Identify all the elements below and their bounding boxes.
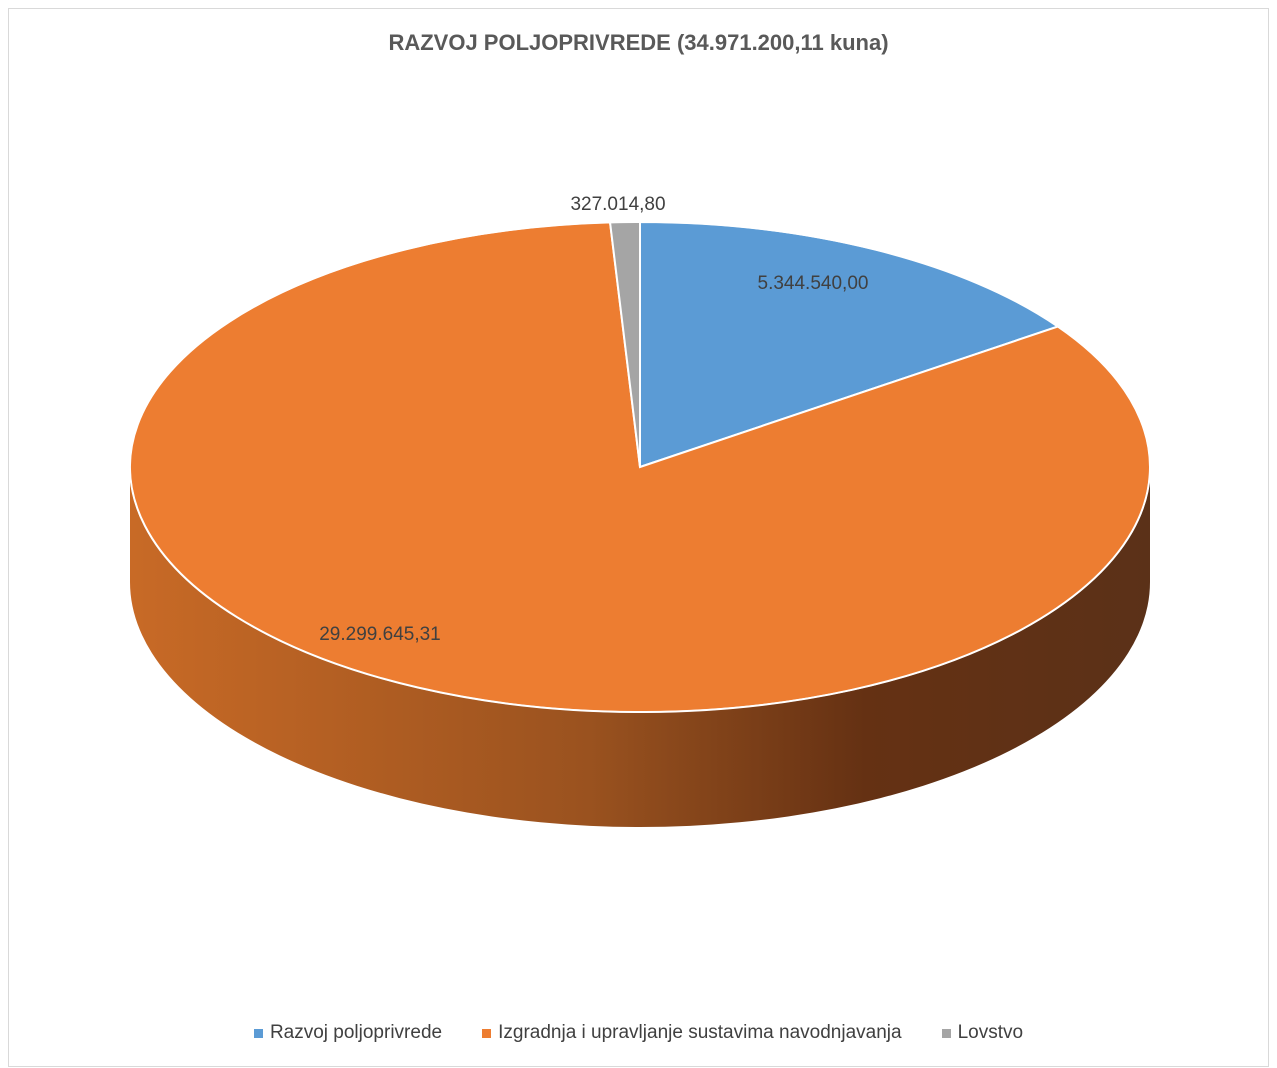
legend-swatch xyxy=(482,1028,492,1038)
pie-side-wall xyxy=(130,467,1150,827)
pie-rim xyxy=(129,221,1151,713)
legend-item-izgradnja: Izgradnja i upravljanje sustavima navodn… xyxy=(482,1022,902,1044)
legend-label: Lovstvo xyxy=(957,1022,1024,1043)
legend-item-razvoj: Razvoj poljoprivrede xyxy=(253,1022,443,1044)
legend-label: Razvoj poljoprivrede xyxy=(269,1022,443,1043)
legend-item-lovstvo: Lovstvo xyxy=(941,1022,1024,1044)
data-label: 29.299.645,31 xyxy=(319,624,441,645)
data-label: 327.014,80 xyxy=(570,194,665,215)
legend-swatch xyxy=(941,1028,951,1038)
legend-swatch xyxy=(253,1028,263,1038)
legend: Razvoj poljoprivrede Izgradnja i upravlj… xyxy=(0,1022,1277,1044)
chart-title: RAZVOJ POLJOPRIVREDE (34.971.200,11 kuna… xyxy=(388,30,889,55)
data-label: 5.344.540,00 xyxy=(758,273,869,294)
legend-label: Izgradnja i upravljanje sustavima navodn… xyxy=(498,1022,902,1043)
